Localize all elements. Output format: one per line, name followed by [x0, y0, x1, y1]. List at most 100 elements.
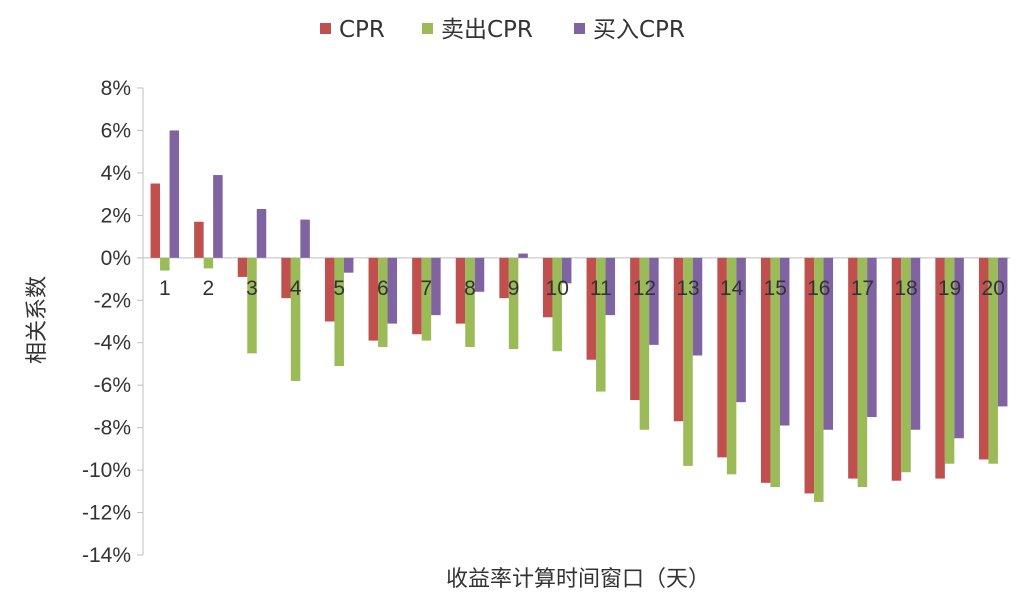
x-tick-label: 7 — [421, 277, 433, 300]
x-tick-label: 20 — [982, 277, 1005, 300]
x-axis-tick-labels: 1 2 3 4 5 6 7 8 9 10 11 12 13 14 15 16 17 18 19 20 — [159, 277, 1005, 300]
bar — [910, 257, 921, 430]
legend-item: 买入CPR — [574, 17, 685, 43]
bar — [431, 257, 441, 316]
bar — [978, 257, 989, 460]
bar — [944, 257, 955, 464]
bar — [368, 257, 379, 341]
bar — [213, 175, 223, 258]
bar — [237, 257, 248, 277]
bar — [717, 257, 727, 458]
legend-swatch — [574, 23, 585, 34]
bar — [683, 257, 693, 466]
x-tick-label: 11 — [590, 277, 612, 300]
legend-label: 买入CPR — [593, 17, 685, 43]
bar — [508, 257, 519, 350]
bar — [465, 257, 475, 347]
bar — [630, 257, 640, 401]
x-tick-label: 1 — [159, 277, 171, 300]
y-tick-label: 4% — [101, 162, 131, 185]
x-tick-label: 2 — [203, 277, 215, 300]
x-tick-label: 12 — [633, 277, 656, 300]
x-axis-title: 收益率计算时间窗口（天） — [446, 567, 710, 592]
bar — [954, 257, 964, 439]
bar — [814, 257, 824, 502]
bar — [542, 257, 553, 318]
legend: CPR 卖出CPR 买入CPR — [320, 17, 685, 43]
bar — [804, 257, 815, 494]
bar — [561, 257, 572, 284]
x-tick-label: 15 — [764, 277, 787, 300]
bar — [997, 257, 1008, 407]
x-tick-label: 6 — [377, 277, 389, 300]
bar — [455, 257, 466, 324]
y-tick-label: -10% — [82, 459, 131, 482]
y-tick-label: -2% — [94, 289, 131, 312]
y-tick-label: -12% — [82, 502, 131, 525]
bar — [935, 257, 945, 479]
bar — [247, 257, 257, 354]
x-tick-label: 4 — [290, 277, 302, 300]
bar — [736, 257, 746, 403]
x-tick-label: 16 — [807, 277, 830, 300]
bar — [300, 219, 310, 258]
x-tick-label: 8 — [464, 277, 476, 300]
bar — [474, 257, 485, 292]
bar — [823, 257, 834, 430]
bar — [586, 257, 597, 360]
legend-item: CPR — [320, 17, 385, 43]
legend-label: 卖出CPR — [441, 17, 533, 43]
bar — [891, 257, 902, 481]
bar — [160, 257, 170, 271]
y-axis: 8% 6% 4% 2% 0% -2% -4% -6% -8% -10% -12% -14% — [82, 77, 1010, 567]
series-1 — [150, 183, 989, 494]
bar — [378, 257, 388, 347]
legend-label: CPR — [339, 17, 385, 43]
bar — [639, 257, 650, 430]
series-3 — [169, 130, 1008, 439]
bar — [421, 257, 432, 341]
bar — [726, 257, 737, 475]
x-tick-label: 5 — [333, 277, 345, 300]
y-axis-title: 相关系数 — [25, 276, 50, 364]
bar — [518, 253, 528, 258]
bar — [290, 257, 301, 381]
x-tick-label: 14 — [720, 277, 744, 300]
bar — [169, 130, 180, 258]
y-tick-label: -14% — [82, 544, 131, 567]
bar — [692, 257, 703, 356]
bar — [334, 257, 344, 367]
x-tick-label: 19 — [938, 277, 961, 300]
bars — [150, 130, 1008, 502]
bar — [412, 257, 422, 335]
x-tick-label: 9 — [508, 277, 520, 300]
series-2 — [160, 257, 998, 502]
bar — [150, 183, 161, 258]
bar — [857, 257, 868, 488]
legend-swatch — [422, 23, 433, 34]
bar — [760, 257, 771, 483]
x-tick-label: 3 — [246, 277, 258, 300]
bar — [867, 257, 877, 418]
bar — [194, 221, 204, 258]
bar — [770, 257, 780, 488]
y-tick-label: -6% — [94, 374, 131, 397]
bar — [256, 209, 267, 258]
y-tick-label: 8% — [101, 77, 131, 100]
bar — [499, 257, 509, 299]
bar — [203, 257, 214, 269]
bar — [649, 257, 659, 345]
bar — [848, 257, 858, 479]
bar — [605, 257, 616, 316]
y-tick-label: -4% — [94, 332, 131, 355]
x-tick-label: 18 — [894, 277, 917, 300]
x-tick-label: 13 — [676, 277, 699, 300]
y-tick-label: 0% — [101, 247, 131, 270]
legend-item: 卖出CPR — [422, 17, 533, 43]
bar — [281, 257, 291, 299]
bar — [552, 257, 562, 352]
bar — [673, 257, 684, 422]
y-tick-label: -8% — [94, 417, 131, 440]
bar — [324, 257, 335, 322]
